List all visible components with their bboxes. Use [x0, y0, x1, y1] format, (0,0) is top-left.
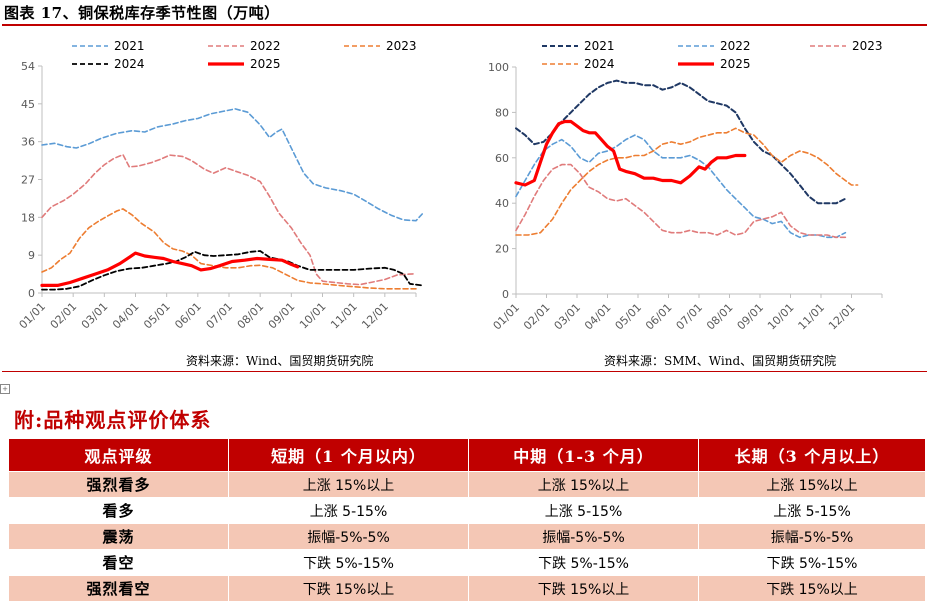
table-cell: 下跌 15%以上 [228, 575, 469, 602]
series-line-2021 [41, 108, 423, 222]
y-tick-label: 20 [495, 243, 509, 256]
right-chart: 0 20 40 60 80 100 01/0102/0103/0104/0105/0106/… [488, 39, 883, 333]
legend-label-2024: 2024 [584, 57, 615, 71]
series-line-2024 [41, 250, 424, 291]
table-anchor-icon: + [0, 384, 10, 394]
x-tick-label: 04/01 [110, 300, 142, 332]
x-tick-label: 10/01 [297, 300, 329, 332]
x-tick-label: 01/01 [17, 300, 49, 332]
y-tick-label: 80 [495, 106, 509, 119]
table-row: 看空 下跌 5%-15% 下跌 5%-15% 下跌 5%-15% [8, 549, 926, 576]
y-tick-label: 36 [21, 136, 35, 149]
x-tick-label: 09/01 [266, 300, 298, 332]
table-cell: 上涨 15%以上 [228, 471, 469, 498]
series-line-2021 [515, 79, 847, 205]
x-tick-label: 06/01 [172, 300, 204, 332]
series-line-2025 [514, 119, 747, 187]
legend-label-2022: 2022 [720, 39, 751, 53]
x-tick-label: 07/01 [204, 300, 236, 332]
y-tick-label: 45 [21, 98, 35, 111]
x-tick-label: 07/01 [674, 301, 706, 333]
table-cell: 下跌 5%-15% [468, 549, 699, 576]
table-cell: 上涨 5-15% [468, 497, 699, 524]
section-title: 附:品种观点评价体系 [14, 408, 212, 432]
title-rule [2, 24, 927, 26]
legend-label-2025: 2025 [720, 57, 751, 71]
legend-label-2021: 2021 [114, 39, 145, 53]
rating-cell: 震荡 [8, 523, 229, 550]
x-tick-label: 11/01 [796, 301, 828, 333]
table-row: 强烈看多 上涨 15%以上 上涨 15%以上 上涨 15%以上 [8, 471, 926, 498]
table-cell: 上涨 15%以上 [698, 471, 926, 498]
y-tick-label: 60 [495, 152, 509, 165]
table-cell: 振幅-5%-5% [698, 523, 926, 550]
table-cell: 上涨 5-15% [228, 497, 469, 524]
left-source-note: 资料来源：Wind、国贸期货研究院 [186, 354, 374, 368]
x-tick-label: 11/01 [328, 300, 360, 332]
table-cell: 振幅-5%-5% [228, 523, 469, 550]
series-line-2023 [41, 208, 417, 290]
rating-cell: 看多 [8, 497, 229, 524]
table-row: 强烈看空 下跌 15%以上 下跌 15%以上 下跌 15%以上 [8, 575, 926, 602]
x-tick-label: 03/01 [79, 300, 111, 332]
legend-label-2023: 2023 [386, 39, 417, 53]
table-header-cell: 长期（3 个月以上） [698, 438, 926, 472]
left-chart: 0 9 18 27 36 45 54 01/01 02/01 03/01 04/01 05/01 06/… [17, 39, 424, 332]
x-tick-label: 08/01 [704, 301, 736, 333]
x-tick-label: 10/01 [765, 301, 797, 333]
x-tick-label: 08/01 [235, 300, 267, 332]
table-header-row: 观点评级 短期（1 个月以内） 中期（1-3 个月） 长期（3 个月以上） [8, 438, 926, 472]
x-tick-label: 05/01 [613, 301, 645, 333]
x-tick-label: 09/01 [735, 301, 767, 333]
x-tick-label: 04/01 [582, 301, 614, 333]
figure-bottom-rule [2, 371, 927, 372]
y-tick-label: 100 [488, 61, 509, 74]
table-cell: 振幅-5%-5% [468, 523, 699, 550]
x-tick-label: 12/01 [826, 301, 858, 333]
table-cell: 上涨 15%以上 [468, 471, 699, 498]
table-cell: 下跌 5%-15% [698, 549, 926, 576]
table-header-cell: 中期（1-3 个月） [468, 438, 699, 472]
rating-cell: 强烈看空 [8, 575, 229, 602]
table-cell: 下跌 15%以上 [698, 575, 926, 602]
table-cell: 下跌 5%-15% [228, 549, 469, 576]
rating-cell: 强烈看多 [8, 471, 229, 498]
legend-label-2023: 2023 [852, 39, 883, 53]
x-tick-label: 01/01 [491, 301, 523, 333]
x-tick-label: 05/01 [141, 300, 173, 332]
right-source-note: 资料来源：SMM、Wind、国贸期货研究院 [604, 354, 837, 368]
legend-label-2021: 2021 [584, 39, 615, 53]
y-tick-label: 9 [28, 249, 35, 262]
x-tick-label: 06/01 [643, 301, 675, 333]
y-tick-label: 54 [21, 60, 35, 73]
x-tick-label: 12/01 [359, 300, 391, 332]
x-tick-label: 02/01 [521, 301, 553, 333]
y-tick-label: 0 [502, 288, 509, 301]
series-line-2022 [41, 153, 417, 286]
x-tick-label: 02/01 [48, 300, 80, 332]
table-row: 看多 上涨 5-15% 上涨 5-15% 上涨 5-15% [8, 497, 926, 524]
table-cell: 上涨 5-15% [698, 497, 926, 524]
series-line-2025 [40, 251, 300, 287]
figure-title: 图表 17、铜保税库存季节性图（万吨） [4, 4, 280, 22]
table-cell: 下跌 15%以上 [468, 575, 699, 602]
table-header-cell: 观点评级 [8, 438, 229, 472]
series-line-2023 [515, 163, 847, 239]
x-tick-label: 03/01 [552, 301, 584, 333]
legend-label-2024: 2024 [114, 57, 145, 71]
y-tick-label: 18 [21, 211, 35, 224]
table-header-cell: 短期（1 个月以内） [228, 438, 469, 472]
rating-table: 观点评级 短期（1 个月以内） 中期（1-3 个月） 长期（3 个月以上） 强烈… [8, 438, 926, 602]
y-tick-label: 40 [495, 197, 509, 210]
table-row: 震荡 振幅-5%-5% 振幅-5%-5% 振幅-5%-5% [8, 523, 926, 550]
legend-label-2022: 2022 [250, 39, 281, 53]
y-tick-label: 0 [28, 287, 35, 300]
y-tick-label: 27 [21, 174, 35, 187]
legend-label-2025: 2025 [250, 57, 281, 71]
rating-cell: 看空 [8, 549, 229, 576]
series-line-2022 [515, 134, 847, 239]
series-line-2024 [515, 127, 859, 236]
